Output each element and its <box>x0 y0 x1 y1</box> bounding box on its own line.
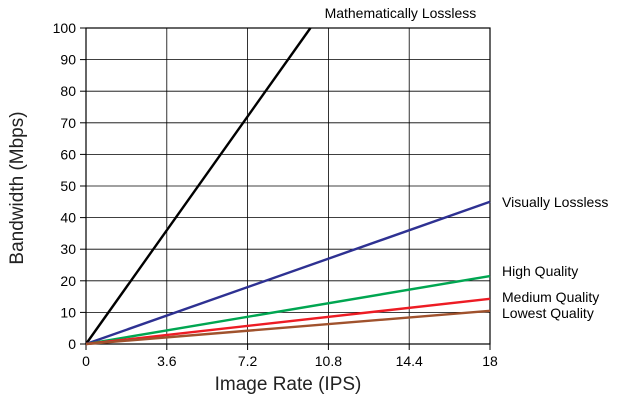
series-line-mathematically-lossless <box>85 27 312 345</box>
y-tick-label: 50 <box>60 178 76 194</box>
tick-labels: 0 10 20 30 40 50 60 70 80 90 100 0 3.6 7.2 10.8 14.4 18 <box>53 20 498 369</box>
series-label-lowest-quality: Lowest Quality <box>502 305 594 321</box>
series-labels: Mathematically Lossless Visually Lossless… <box>325 5 609 321</box>
x-tick-label: 14.4 <box>396 353 423 369</box>
series-label-high-quality: High Quality <box>502 263 578 279</box>
series-label-mathematically-lossless: Mathematically Lossless <box>325 5 477 21</box>
axes <box>80 27 491 350</box>
x-tick-label: 7.2 <box>238 353 258 369</box>
y-tick-label: 40 <box>60 210 76 226</box>
y-tick-label: 0 <box>68 336 76 352</box>
y-tick-label: 10 <box>60 304 76 320</box>
y-axis-title: Bandwidth (Mbps) <box>7 111 28 264</box>
series-line-high-quality <box>85 274 491 346</box>
x-tick-label: 0 <box>82 353 90 369</box>
y-tick-label: 20 <box>60 273 76 289</box>
plot-frame <box>85 27 491 345</box>
y-tick-label: 60 <box>60 146 76 162</box>
x-axis-title: Image Rate (IPS) <box>215 374 362 395</box>
series-label-visually-lossless: Visually Lossless <box>502 194 608 210</box>
y-tick-label: 100 <box>53 20 77 36</box>
series-lines <box>85 27 491 346</box>
y-tick-label: 30 <box>60 241 76 257</box>
y-tick-label: 80 <box>60 83 76 99</box>
x-tick-label: 10.8 <box>315 353 342 369</box>
series-line-lowest-quality <box>85 309 491 346</box>
y-tick-label: 90 <box>60 52 76 68</box>
y-tick-label: 70 <box>60 115 76 131</box>
series-label-medium-quality: Medium Quality <box>502 289 599 305</box>
x-tick-label: 3.6 <box>157 353 177 369</box>
series-line-medium-quality <box>85 297 491 346</box>
series-line-visually-lossless <box>85 200 491 346</box>
x-tick-label: 18 <box>482 353 498 369</box>
